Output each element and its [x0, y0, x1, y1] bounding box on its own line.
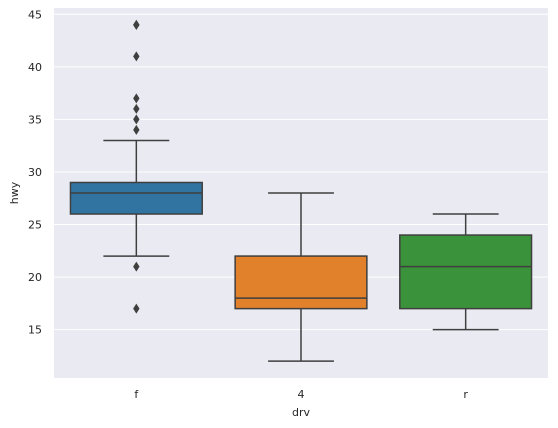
y-tick-label: 35: [28, 113, 42, 126]
y-tick-label: 40: [28, 61, 42, 74]
outlier-point: [133, 114, 140, 125]
box-4: [234, 192, 368, 362]
x-tick-label: 4: [298, 388, 305, 401]
y-axis-label: hwy: [8, 181, 21, 204]
x-tick-label: f: [134, 388, 139, 401]
box-iqr: [69, 181, 203, 215]
y-tick-label: 45: [28, 8, 42, 21]
box-iqr: [234, 255, 368, 310]
outlier-point: [133, 103, 140, 114]
y-tick-label: 20: [28, 271, 42, 284]
box-f: [69, 19, 203, 314]
outlier-point: [133, 303, 140, 314]
x-tick-label: r: [463, 388, 468, 401]
outlier-point: [133, 261, 140, 272]
y-tick-labels: 15 20 25 30 35 40 45: [28, 8, 42, 336]
outlier-point: [133, 51, 140, 62]
box-r: [399, 213, 533, 331]
outlier-point: [133, 124, 140, 135]
x-tick-labels: f 4 r: [134, 388, 468, 401]
y-tick-label: 30: [28, 166, 42, 179]
box-iqr: [399, 234, 533, 310]
x-axis-label: drv: [292, 406, 311, 419]
boxes: [69, 19, 533, 362]
outlier-point: [133, 19, 140, 30]
outlier-point: [133, 93, 140, 104]
y-tick-label: 25: [28, 219, 42, 232]
y-tick-label: 15: [28, 324, 42, 337]
